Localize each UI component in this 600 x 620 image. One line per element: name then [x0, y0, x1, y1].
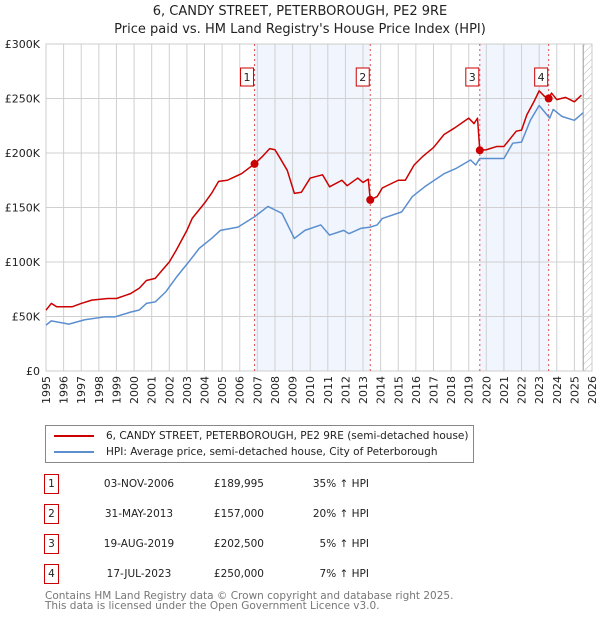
sale-label: 3	[469, 71, 476, 84]
sale-number: 1	[44, 474, 59, 494]
sale-point	[366, 195, 375, 204]
sale-price: £157,000	[213, 508, 264, 520]
sale-label-box	[355, 67, 370, 87]
y-tick-label: £250K	[5, 93, 41, 106]
x-tick-label: 2024	[551, 376, 564, 404]
sale-number: 4	[44, 564, 59, 584]
legend-swatch-blue	[54, 451, 94, 453]
x-tick-label: 2014	[375, 376, 388, 404]
sale-point	[544, 94, 553, 103]
x-tick-label: 2008	[269, 376, 282, 404]
sale-point	[475, 146, 484, 155]
x-tick-label: 2012	[339, 376, 352, 404]
x-tick-label: 2009	[287, 376, 300, 404]
chart-title: 6, CANDY STREET, PETERBOROUGH, PE2 9RE	[152, 4, 448, 19]
x-tick-label: 2019	[463, 376, 476, 404]
footer-copyright: Contains HM Land Registry data © Crown c…	[45, 590, 454, 602]
sale-number: 2	[44, 504, 59, 524]
sale-price: £250,000	[213, 568, 264, 580]
legend-item-property: 6, CANDY STREET, PETERBOROUGH, PE2 9RE (…	[54, 428, 469, 444]
x-tick-label: 2002	[163, 376, 176, 404]
sale-label-box	[465, 67, 480, 87]
legend-swatch-red	[54, 435, 94, 437]
sale-label-box	[240, 67, 255, 87]
x-tick-label: 2003	[181, 376, 194, 404]
sale-label-box	[534, 67, 549, 87]
x-tick-label: 2018	[445, 376, 458, 404]
x-tick-label: 2006	[234, 376, 247, 404]
x-tick-label: 1998	[93, 376, 106, 404]
x-tick-label: 2015	[392, 376, 405, 404]
x-tick-label: 2013	[357, 376, 370, 404]
price-chart: 1995 1996 1997 1998 1999 2000 2001 2002 2003 2004…	[5, 38, 599, 404]
sale-hpi-diff: 35% ↑ HPI	[312, 478, 369, 490]
sale-date: 03-NOV-2006	[103, 478, 175, 490]
footer-licence: This data is licensed under the Open Gov…	[45, 600, 380, 612]
sale-date: 31-MAY-2013	[104, 508, 174, 520]
legend-item-hpi: HPI: Average price, semi-detached house,…	[54, 444, 438, 460]
x-tick-label: 2020	[480, 376, 493, 404]
x-tick-label: 2026	[586, 376, 599, 404]
sale-hpi-diff: 5% ↑ HPI	[319, 538, 369, 550]
property-price-line	[45, 90, 582, 311]
y-tick-label: £100K	[5, 256, 41, 269]
x-tick-label: 2016	[410, 376, 423, 404]
x-tick-label: 2021	[498, 376, 511, 404]
sale-price: £189,995	[213, 478, 264, 490]
x-tick-label: 2005	[216, 376, 229, 404]
sale-row: 2 31-MAY-2013 £157,000 20% ↑ HPI	[44, 504, 464, 524]
sale-date: 17-JUL-2023	[106, 568, 172, 580]
legend-label: HPI: Average price, semi-detached house,…	[106, 446, 438, 458]
x-tick-label: 2007	[251, 376, 264, 404]
x-tick-label: 2025	[568, 376, 581, 404]
x-tick-label: 2023	[533, 376, 546, 404]
x-tick-label: 2001	[146, 376, 159, 404]
x-tick-label: 2022	[516, 376, 529, 404]
sale-row: 4 17-JUL-2023 £250,000 7% ↑ HPI	[44, 564, 464, 584]
x-tick-label: 2004	[199, 376, 212, 404]
y-tick-label: £300K	[5, 38, 41, 51]
sale-price: £202,500	[213, 538, 264, 550]
x-tick-label: 1995	[40, 376, 53, 404]
sale-hpi-diff: 20% ↑ HPI	[312, 508, 369, 520]
sale-row: 3 19-AUG-2019 £202,500 5% ↑ HPI	[44, 534, 464, 554]
sale-hpi-diff: 7% ↑ HPI	[319, 568, 369, 580]
plot-border	[45, 43, 593, 372]
x-tick-label: 2010	[304, 376, 317, 404]
sale-label: 2	[359, 71, 366, 84]
sale-row: 1 03-NOV-2006 £189,995 35% ↑ HPI	[44, 474, 464, 494]
x-tick-label: 2017	[427, 376, 440, 404]
x-tick-label: 1999	[110, 376, 123, 404]
sale-number: 3	[44, 534, 59, 554]
x-tick-label: 2011	[322, 376, 335, 404]
x-tick-label: 2000	[128, 376, 141, 404]
y-tick-label: £50K	[12, 311, 41, 324]
legend: 6, CANDY STREET, PETERBOROUGH, PE2 9RE (…	[45, 425, 474, 463]
x-tick-label: 1996	[58, 376, 71, 404]
y-tick-label: £0	[26, 365, 40, 378]
sale-point	[250, 159, 259, 168]
sale-date: 19-AUG-2019	[103, 538, 175, 550]
sale-label: 1	[244, 71, 251, 84]
y-tick-label: £150K	[5, 202, 41, 215]
legend-label: 6, CANDY STREET, PETERBOROUGH, PE2 9RE (…	[106, 430, 469, 442]
x-tick-label: 1997	[75, 376, 88, 404]
y-tick-label: £200K	[5, 147, 41, 160]
hpi-line	[45, 104, 584, 326]
chart-subtitle: Price paid vs. HM Land Registry's House …	[114, 22, 486, 37]
sale-label: 4	[538, 71, 545, 84]
